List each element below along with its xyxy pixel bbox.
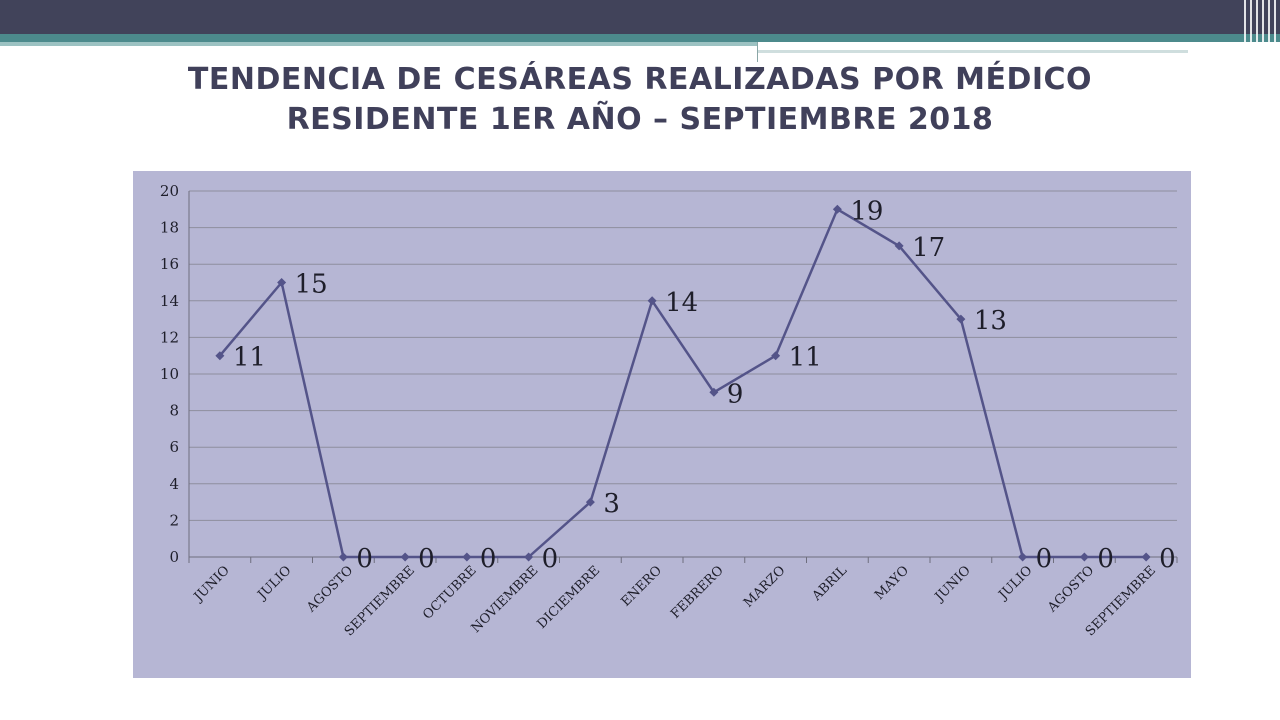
data-point-marker <box>956 314 966 324</box>
data-label: 17 <box>912 233 945 263</box>
data-label: 0 <box>480 544 497 574</box>
y-tick-label: 0 <box>169 548 179 566</box>
data-label: 0 <box>542 544 559 574</box>
data-point-marker <box>524 552 534 562</box>
data-label: 9 <box>727 379 744 409</box>
data-point-marker <box>338 552 348 562</box>
data-label: 0 <box>1159 544 1176 574</box>
data-label: 3 <box>603 489 620 519</box>
y-tick-label: 20 <box>160 182 179 200</box>
slide-title-line-2: RESIDENTE 1ER AÑO – SEPTIEMBRE 2018 <box>286 102 994 137</box>
series-line <box>218 208 1147 559</box>
data-label: 0 <box>1097 544 1114 574</box>
y-tick-label: 18 <box>160 219 179 237</box>
header-teal-band <box>0 34 1280 42</box>
header-accent-line <box>757 42 1258 62</box>
data-point-marker <box>709 387 719 397</box>
slide-title: TENDENCIA DE CESÁREAS REALIZADAS POR MÉD… <box>140 60 1140 140</box>
y-tick-label: 6 <box>169 438 179 456</box>
data-point-marker <box>647 296 657 306</box>
data-label: 0 <box>418 544 435 574</box>
y-tick-label: 4 <box>169 475 179 493</box>
data-point-marker <box>894 241 904 251</box>
data-point-marker <box>462 552 472 562</box>
header-pale-band <box>0 42 757 46</box>
data-label: 11 <box>789 343 822 373</box>
slide-title-line-1: TENDENCIA DE CESÁREAS REALIZADAS POR MÉD… <box>187 62 1093 97</box>
data-point-marker <box>771 351 781 361</box>
data-point-marker <box>585 497 595 507</box>
line-chart: 0 2 4 6 8 10 12 14 16 18 20 JUNIO JULIO AGOSTO SEPTIEM… <box>133 171 1191 678</box>
y-tick-label: 14 <box>160 292 179 310</box>
data-point-marker <box>1079 552 1089 562</box>
data-point-marker <box>215 351 225 361</box>
data-point-marker <box>400 552 410 562</box>
data-point-marker <box>1141 552 1151 562</box>
plot-background <box>133 171 1191 678</box>
y-tick-label: 12 <box>160 328 179 346</box>
y-tick-label: 2 <box>169 511 179 529</box>
data-label: 15 <box>295 270 328 300</box>
y-tick-label: 10 <box>160 365 179 383</box>
data-point-marker <box>277 278 287 287</box>
data-label: 13 <box>974 306 1007 336</box>
data-label: 19 <box>850 196 883 226</box>
header-stripes <box>1240 0 1280 62</box>
data-label: 0 <box>356 544 373 574</box>
header-dark-band <box>0 0 1280 34</box>
data-point-marker <box>832 204 842 214</box>
y-tick-label: 16 <box>160 255 179 273</box>
data-label: 14 <box>665 288 698 318</box>
y-tick-label: 8 <box>169 402 179 420</box>
data-point-marker <box>1018 552 1028 562</box>
data-label: 11 <box>233 343 266 373</box>
data-label: 0 <box>1036 544 1053 574</box>
